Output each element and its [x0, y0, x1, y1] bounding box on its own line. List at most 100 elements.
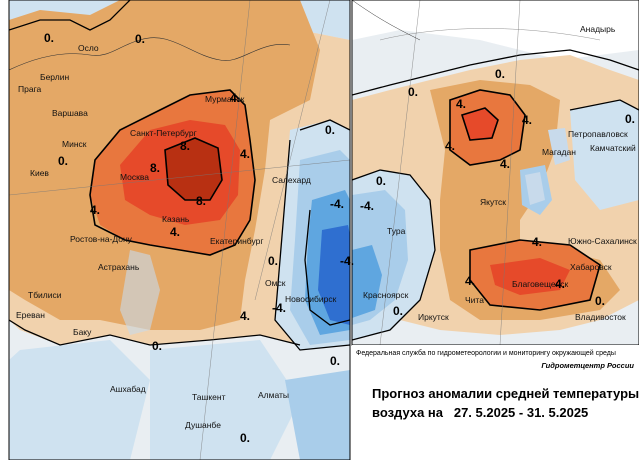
city-kyiv: Киев — [30, 168, 49, 178]
city-prague: Прага — [18, 84, 41, 94]
info-panel: Федеральная служба по гидрометеорологии … — [352, 345, 639, 460]
left-contour-4 — [89, 89, 256, 256]
city-blagoveshchensk: Благовещенск — [512, 279, 569, 289]
right-contour-4-south — [469, 239, 601, 311]
right-arctic-empty — [352, 0, 639, 60]
city-dushanbe: Душанбе — [185, 420, 221, 430]
right-warm-strong-north — [462, 108, 498, 140]
left-iso-label: 0. — [58, 154, 68, 168]
city-krasnoyarsk: Красноярск — [363, 290, 409, 300]
left-graticule-lat — [9, 159, 350, 196]
left-cold-strong-siberia — [318, 225, 350, 325]
left-contour-labels: 0. 0. 4. 4. 8. 8. 8. 4. 4. 0. 0. 0. -4. … — [44, 31, 354, 445]
city-astrakhan: Астрахань — [98, 262, 140, 272]
left-iso-label: 0. — [240, 431, 250, 445]
right-warm-strong-south — [490, 258, 570, 295]
right-contour-0-west — [352, 169, 436, 341]
left-iso-label: -4. — [330, 197, 344, 211]
city-yakutsk: Якутск — [480, 197, 506, 207]
right-city-labels: Анадырь Петропавловск Магадан Камчатский… — [363, 24, 637, 322]
city-yuzhno-sakhalinsk: Южно-Сахалинск — [568, 236, 637, 246]
left-iso-label: 4. — [170, 225, 180, 239]
left-contour-0-ne — [299, 119, 350, 131]
city-baku: Баку — [73, 327, 92, 337]
right-iso-label: 4. — [500, 157, 510, 171]
right-contour-4-inner — [460, 107, 499, 141]
left-iso-label: 0. — [268, 254, 278, 268]
right-iso-label: -4. — [360, 199, 374, 213]
left-warm-max-core — [165, 138, 222, 200]
left-city-labels: Осло Берлин Прага Варшава Минск Киев Сан… — [16, 43, 337, 430]
city-magadan: Магадан — [542, 147, 576, 157]
city-almaty: Алматы — [258, 390, 289, 400]
city-tbilisi: Тбилиси — [28, 290, 62, 300]
right-iso-label: 0. — [393, 304, 403, 318]
right-iso-label: 4. — [465, 274, 475, 288]
center-credit: Гидрометцентр России — [541, 361, 634, 370]
left-iso-label: 8. — [196, 194, 206, 208]
right-iso-label: 0. — [595, 294, 605, 308]
right-cold-mid-west — [352, 245, 382, 318]
right-iso-label: 4. — [522, 113, 532, 127]
right-cold-faint-east — [570, 100, 639, 210]
left-iso-label: 4. — [90, 203, 100, 217]
city-khabarovsk: Хабаровск — [570, 262, 612, 272]
city-ashgabat: Ашхабад — [110, 384, 146, 394]
left-iso-label: 4. — [240, 147, 250, 161]
right-contour-labels: 0. 0. 4. 4. 4. 4. 0. 0. -4. 4. 4. 4. 0. … — [360, 67, 635, 318]
city-minsk: Минск — [62, 139, 87, 149]
right-iso-label: 4. — [456, 97, 466, 111]
left-iso-label: 0. — [152, 339, 162, 353]
right-contour-0-north — [352, 49, 639, 96]
city-chita: Чита — [465, 295, 484, 305]
left-map — [8, 0, 351, 460]
left-iso-label: 0. — [325, 123, 335, 137]
city-petropavlovsk: Петропавловск — [568, 129, 628, 139]
city-omsk: Омск — [265, 278, 286, 288]
left-contour-minus4 — [304, 209, 350, 326]
map-title-line2: воздуха на 27. 5.2025 - 31. 5.2025 — [372, 405, 588, 420]
right-sea-okhotsk — [548, 128, 570, 165]
city-kamchatsky: Камчатский — [590, 143, 636, 153]
left-iso-label: 8. — [180, 139, 190, 153]
left-graticule-lon2 — [254, 0, 331, 301]
right-contour-4-north — [449, 89, 526, 166]
left-iso-label: 4. — [240, 309, 250, 323]
right-iso-label: 0. — [495, 67, 505, 81]
right-graticule-lat — [379, 28, 601, 41]
city-moscow: Москва — [120, 172, 149, 182]
right-coastline — [352, 0, 421, 41]
right-graticule-lon — [379, 0, 421, 345]
city-vladivostok: Владивосток — [575, 312, 626, 322]
agency-credit: Федеральная служба по гидрометеорологии … — [356, 349, 616, 357]
city-oslo: Осло — [78, 43, 99, 53]
city-rostov: Ростов-на-Дону — [70, 234, 133, 244]
left-iso-label: 0. — [330, 354, 340, 368]
left-coastline — [9, 37, 291, 71]
right-contour-0-east — [569, 99, 639, 111]
left-contour-8 — [164, 137, 223, 201]
city-novosibirsk: Новосибирск — [285, 294, 337, 304]
right-iso-label: 4. — [532, 235, 542, 249]
left-graticule-lon — [199, 0, 251, 460]
city-ekaterinburg: Екатеринбург — [210, 236, 263, 246]
left-cold-faint-s — [150, 340, 300, 460]
city-irkutsk: Иркутск — [418, 312, 449, 322]
right-lake — [525, 172, 545, 205]
city-spb: Санкт-Петербург — [130, 128, 197, 138]
city-berlin: Берлин — [40, 72, 69, 82]
right-iso-label: 0. — [408, 85, 418, 99]
left-iso-label: 0. — [44, 31, 54, 45]
left-map-frame — [8, 0, 351, 460]
city-yerevan: Ереван — [16, 310, 45, 320]
left-caspian-sea — [120, 250, 160, 335]
right-graticule-lon2 — [499, 0, 521, 345]
right-iso-label: 4. — [445, 139, 455, 153]
left-cold-faint-sw — [9, 340, 150, 460]
left-iso-label: -4. — [340, 254, 354, 268]
city-warsaw: Варшава — [52, 108, 88, 118]
map-title-line1: Прогноз аномалии средней температуры — [372, 386, 639, 401]
left-cold-light-se — [285, 370, 350, 460]
left-iso-label: 8. — [150, 161, 160, 175]
